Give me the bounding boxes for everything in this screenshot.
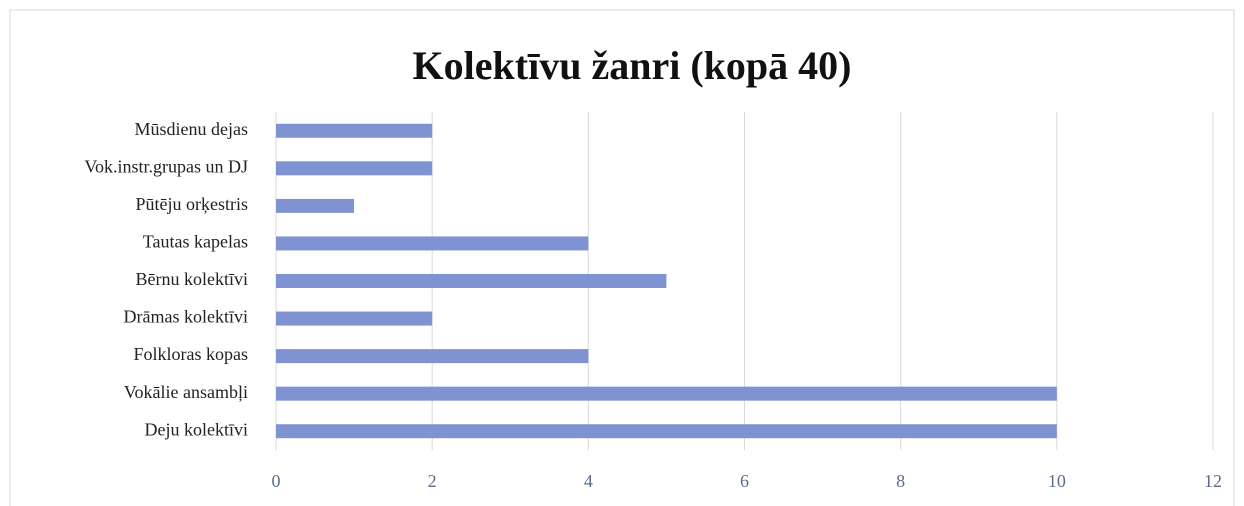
x-tick-label: 6 xyxy=(740,471,749,491)
bar xyxy=(276,236,589,251)
y-tick-label: Deju kolektīvi xyxy=(145,419,248,439)
bar xyxy=(276,274,667,288)
bar xyxy=(276,198,355,213)
x-tick-label: 2 xyxy=(428,471,437,491)
x-tick-label: 0 xyxy=(272,471,281,491)
bar xyxy=(276,123,433,138)
x-tick-label: 12 xyxy=(1204,471,1222,491)
x-tick-label: 10 xyxy=(1048,471,1066,491)
y-tick-label: Pūtēju orķestris xyxy=(136,194,249,214)
y-tick-label: Vok.instr.grupas un DJ xyxy=(84,156,248,176)
bar xyxy=(276,386,1057,401)
x-tick-label: 8 xyxy=(896,471,905,491)
bar xyxy=(276,311,433,326)
bar xyxy=(276,161,433,176)
bar xyxy=(276,424,1057,439)
y-tick-label: Vokālie ansambļi xyxy=(124,382,248,402)
x-tick-label: 4 xyxy=(584,471,593,491)
bar xyxy=(276,349,589,364)
y-tick-label: Bērnu kolektīvi xyxy=(136,269,248,289)
y-tick-label: Drāmas kolektīvi xyxy=(124,307,248,327)
chart-title: Kolektīvu žanri (kopā 40) xyxy=(413,43,852,88)
chart-frame xyxy=(9,9,1235,506)
y-tick-label: Mūsdienu dejas xyxy=(135,119,248,139)
y-tick-label: Tautas kapelas xyxy=(143,232,248,252)
y-tick-label: Folkloras kopas xyxy=(134,344,249,364)
